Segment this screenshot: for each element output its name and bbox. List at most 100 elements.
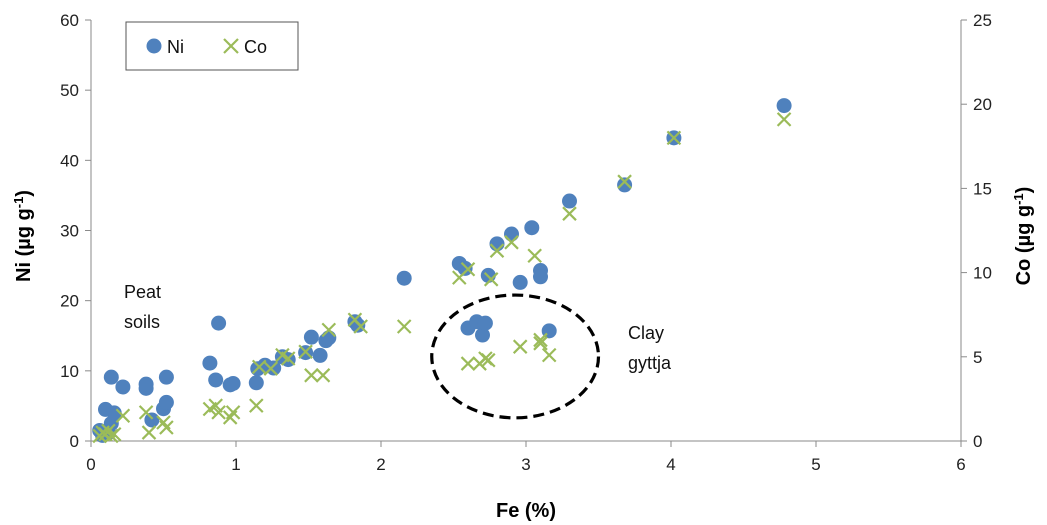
ni-point: [202, 355, 218, 371]
y-left-tick-label: 10: [60, 362, 79, 381]
x-tick-label: 6: [956, 455, 965, 474]
y-left-tick-label: 20: [60, 292, 79, 311]
legend-co-label: Co: [244, 37, 267, 57]
y-left-tick-label: 50: [60, 81, 79, 100]
co-point: [315, 368, 331, 383]
co-point: [138, 405, 154, 420]
y-right-tick-label: 15: [973, 179, 992, 198]
co-point: [225, 405, 241, 420]
ni-point: [562, 193, 577, 209]
ni-point: [248, 375, 264, 391]
annotation-peat-line2: soils: [124, 312, 160, 332]
ni-point: [158, 369, 174, 385]
annotation-clay-line1: Clay: [628, 323, 664, 343]
ni-point: [457, 260, 473, 276]
y-left-tick-label: 30: [60, 222, 79, 241]
x-tick-label: 4: [666, 455, 675, 474]
x-tick-label: 2: [376, 455, 385, 474]
ni-point: [266, 360, 282, 376]
legend-ni-marker: [146, 38, 162, 54]
y-right-tick-label: 5: [973, 348, 982, 367]
y-axis-left-title-sup: -1: [11, 197, 26, 209]
co-point: [512, 339, 528, 354]
x-axis-title: Fe (%): [496, 500, 556, 522]
ni-point: [144, 412, 160, 428]
ni-point: [475, 327, 490, 343]
y-right-tick-label: 20: [973, 95, 992, 114]
legend: Ni Co: [125, 21, 299, 71]
y-axis-right-title: Co (µg g-1): [1011, 187, 1036, 286]
co-point: [460, 356, 476, 371]
ni-point: [321, 330, 337, 346]
co-point: [527, 248, 542, 264]
x-tick-label: 5: [811, 455, 820, 474]
ni-point: [138, 376, 154, 392]
co-point: [263, 361, 279, 376]
co-point: [141, 425, 157, 440]
co-point: [106, 426, 122, 442]
clay-gyttja-ellipse: [430, 293, 601, 420]
co-point: [504, 235, 519, 250]
annotation-clay-line2: gyttja: [628, 353, 672, 373]
ni-point: [115, 379, 131, 395]
y-left-tick-label: 0: [70, 432, 79, 451]
y-right-tick-label: 10: [973, 264, 992, 283]
series-ni: [92, 98, 792, 443]
ni-point: [489, 236, 505, 252]
y-axis-left-title-main: Ni (µg g: [13, 208, 35, 282]
series-co: [92, 112, 792, 444]
co-point: [211, 405, 226, 420]
y-axis-right-title-sup: -1: [1011, 193, 1026, 205]
x-tick-label: 3: [521, 455, 530, 474]
co-point: [666, 130, 682, 146]
co-point: [776, 112, 792, 127]
ni-point: [617, 177, 633, 193]
co-point: [489, 243, 505, 258]
co-point: [460, 261, 476, 277]
co-point: [280, 351, 296, 366]
co-point: [298, 344, 313, 360]
co-point: [353, 319, 368, 334]
co-point: [483, 272, 499, 287]
y-right-tick-label: 25: [973, 11, 992, 30]
ni-point: [106, 405, 122, 421]
co-point: [562, 206, 577, 221]
ni-point: [312, 347, 328, 363]
ni-point: [504, 226, 519, 242]
ni-point: [396, 270, 412, 286]
ni-point: [477, 315, 493, 331]
co-point: [115, 408, 131, 424]
co-point: [321, 322, 337, 338]
ni-point: [225, 375, 241, 391]
y-axis-right-title-main: Co (µg g: [1013, 205, 1035, 285]
co-point: [533, 336, 548, 351]
legend-co-marker: [223, 38, 239, 54]
ni-point: [533, 269, 548, 285]
ni-point: [158, 394, 174, 410]
y-axis-right-title-end: ): [1013, 187, 1035, 194]
co-point: [251, 359, 267, 375]
y-left-tick-label: 40: [60, 151, 79, 170]
co-point: [304, 368, 319, 383]
co-point: [159, 420, 174, 435]
co-point: [533, 332, 548, 348]
co-point: [541, 347, 557, 363]
y-axis-left-title: Ni (µg g-1): [11, 190, 36, 282]
y-right-tick-label: 0: [973, 432, 982, 451]
co-point: [617, 174, 632, 189]
y-axis-left-title-end: ): [13, 190, 35, 197]
annotation-peat-line1: Peat: [124, 282, 161, 302]
ni-point: [208, 372, 224, 388]
ni-point: [776, 98, 792, 114]
co-point: [249, 398, 264, 413]
co-point: [481, 352, 496, 368]
ni-point: [211, 315, 227, 331]
legend-ni-label: Ni: [167, 37, 184, 57]
co-point: [396, 319, 412, 334]
y-left-tick-label: 60: [60, 11, 79, 30]
ni-point: [524, 220, 540, 236]
ni-point: [103, 369, 119, 385]
ni-point: [512, 274, 528, 290]
